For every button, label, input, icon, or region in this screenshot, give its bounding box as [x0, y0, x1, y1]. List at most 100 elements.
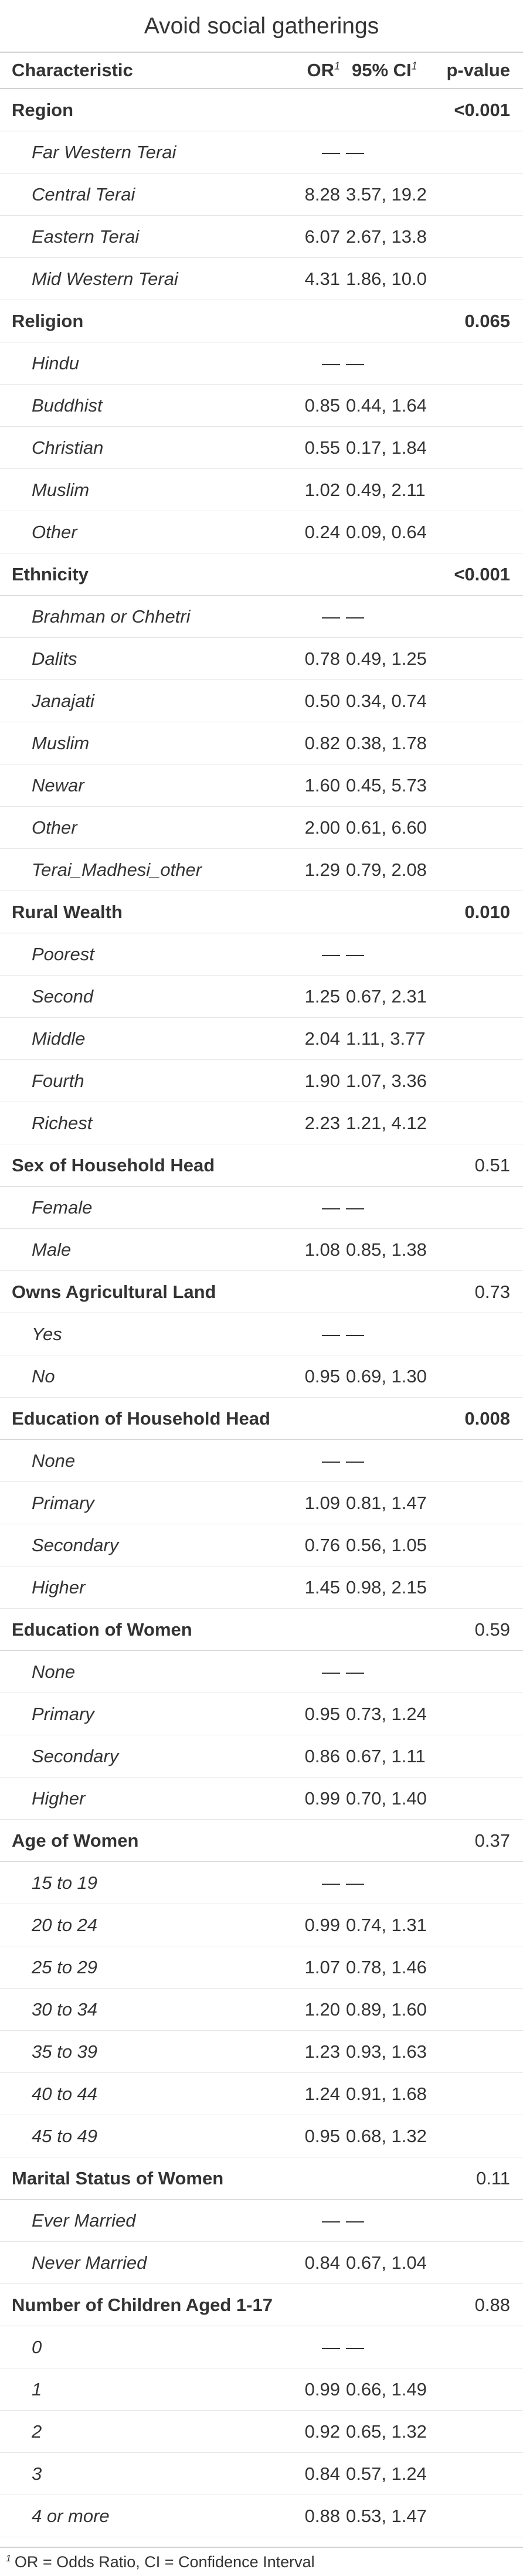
odds-ratio: 0.95: [304, 1366, 340, 1386]
confidence-interval: 0.78, 1.46: [346, 1957, 427, 1977]
table-footnote: 1 OR = Odds Ratio, CI = Confidence Interv…: [0, 2547, 523, 2576]
level-row: Dalits 0.78 0.49, 1.25: [0, 638, 523, 680]
table-body: Region <0.001 Far Western Terai — — Central T…: [0, 89, 523, 2537]
odds-ratio: —: [322, 606, 340, 627]
level-label: Hindu: [32, 353, 79, 373]
odds-ratio: 0.85: [304, 395, 340, 416]
level-label: Other: [32, 817, 77, 838]
level-row: Primary 0.95 0.73, 1.24: [0, 1693, 523, 1735]
odds-ratio: —: [322, 1324, 340, 1344]
group-row: Rural Wealth 0.010: [0, 891, 523, 933]
confidence-interval: 0.09, 0.64: [346, 522, 427, 542]
odds-ratio: 1.60: [304, 775, 340, 796]
level-row: Terai_Madhesi_other 1.29 0.79, 2.08: [0, 849, 523, 891]
confidence-interval: 0.69, 1.30: [346, 1366, 427, 1386]
level-label: Poorest: [32, 944, 94, 964]
group-row: Marital Status of Women 0.11: [0, 2157, 523, 2200]
level-label: Dalits: [32, 648, 77, 669]
level-label: 0: [32, 2337, 42, 2357]
level-label: Secondary: [32, 1535, 119, 1555]
confidence-interval: —: [346, 944, 364, 964]
level-row: 2 0.92 0.65, 1.32: [0, 2411, 523, 2453]
level-row: 15 to 19 — —: [0, 1862, 523, 1904]
odds-ratio: 1.07: [304, 1957, 340, 1977]
level-label: None: [32, 1661, 76, 1682]
header-p-value: p-value: [446, 60, 510, 80]
header-ci-footnote-mark: 1: [411, 60, 417, 72]
group-row: Sex of Household Head 0.51: [0, 1144, 523, 1187]
group-label: Education of Household Head: [12, 1408, 270, 1429]
level-row: 1 0.99 0.66, 1.49: [0, 2368, 523, 2411]
odds-ratio: —: [322, 2337, 340, 2357]
level-label: Richest: [32, 1113, 93, 1133]
level-row: Higher 0.99 0.70, 1.40: [0, 1778, 523, 1820]
level-row: Other 2.00 0.61, 6.60: [0, 807, 523, 849]
header-or-footnote-mark: 1: [334, 60, 340, 72]
odds-ratio: 2.04: [304, 1028, 340, 1049]
confidence-interval: 0.49, 2.11: [346, 480, 426, 500]
level-row: Janajati 0.50 0.34, 0.74: [0, 680, 523, 722]
confidence-interval: 0.93, 1.63: [346, 2041, 427, 2062]
odds-ratio: 1.09: [304, 1493, 340, 1513]
level-label: Fourth: [32, 1070, 84, 1091]
level-label: No: [32, 1366, 55, 1386]
odds-ratio: 0.99: [304, 2379, 340, 2400]
odds-ratio: 0.50: [304, 691, 340, 711]
level-row: Muslim 1.02 0.49, 2.11: [0, 469, 523, 511]
level-label: Buddhist: [32, 395, 103, 416]
level-label: Mid Western Terai: [32, 269, 178, 289]
level-label: 25 to 29: [32, 1957, 98, 1977]
header-or: OR1: [307, 53, 340, 88]
level-row: Brahman or Chhetri — —: [0, 596, 523, 638]
confidence-interval: 0.89, 1.60: [346, 1999, 427, 2020]
level-row: Christian 0.55 0.17, 1.84: [0, 427, 523, 469]
confidence-interval: 1.21, 4.12: [346, 1113, 427, 1133]
level-row: Far Western Terai — —: [0, 131, 523, 174]
odds-ratio: 0.88: [304, 2506, 340, 2526]
level-row: Richest 2.23 1.21, 4.12: [0, 1102, 523, 1144]
confidence-interval: 0.67, 1.04: [346, 2252, 427, 2273]
level-row: Secondary 0.76 0.56, 1.05: [0, 1524, 523, 1566]
group-label: Ethnicity: [12, 564, 89, 584]
footnote-text: OR = Odds Ratio, CI = Confidence Interva…: [14, 2553, 315, 2571]
level-row: Middle 2.04 1.11, 3.77: [0, 1018, 523, 1060]
confidence-interval: —: [346, 1450, 364, 1471]
level-label: Ever Married: [32, 2210, 136, 2231]
level-label: Janajati: [32, 691, 94, 711]
level-label: 4 or more: [32, 2506, 110, 2526]
odds-ratio: —: [322, 2210, 340, 2231]
odds-ratio: 2.00: [304, 817, 340, 838]
level-row: Never Married 0.84 0.67, 1.04: [0, 2242, 523, 2284]
odds-ratio: 0.78: [304, 648, 340, 669]
p-value: 0.59: [474, 1619, 510, 1640]
level-label: Primary: [32, 1493, 94, 1513]
confidence-interval: 0.91, 1.68: [346, 2084, 427, 2104]
level-row: 25 to 29 1.07 0.78, 1.46: [0, 1946, 523, 1989]
odds-ratio: 6.07: [304, 226, 340, 247]
group-row: Owns Agricultural Land 0.73: [0, 1271, 523, 1313]
level-row: 45 to 49 0.95 0.68, 1.32: [0, 2115, 523, 2157]
confidence-interval: 0.65, 1.32: [346, 2421, 427, 2442]
header-or-label: OR: [307, 60, 334, 80]
confidence-interval: 0.44, 1.64: [346, 395, 427, 416]
confidence-interval: —: [346, 1197, 364, 1218]
confidence-interval: 0.74, 1.31: [346, 1915, 427, 1935]
confidence-interval: —: [346, 1872, 364, 1893]
odds-ratio: —: [322, 1872, 340, 1893]
header-characteristic: Characteristic: [12, 60, 133, 80]
group-row: Region <0.001: [0, 89, 523, 131]
table-title: Avoid social gatherings: [0, 0, 523, 53]
confidence-interval: 0.67, 2.31: [346, 986, 427, 1007]
odds-ratio: 0.95: [304, 2126, 340, 2146]
level-row: Secondary 0.86 0.67, 1.11: [0, 1735, 523, 1778]
level-label: Secondary: [32, 1746, 119, 1766]
p-value: 0.065: [464, 311, 510, 331]
confidence-interval: —: [346, 606, 364, 627]
level-row: Buddhist 0.85 0.44, 1.64: [0, 385, 523, 427]
level-row: 4 or more 0.88 0.53, 1.47: [0, 2495, 523, 2537]
odds-ratio: 0.84: [304, 2463, 340, 2484]
odds-ratio: 1.29: [304, 859, 340, 880]
confidence-interval: 1.07, 3.36: [346, 1070, 427, 1091]
level-row: Primary 1.09 0.81, 1.47: [0, 1482, 523, 1524]
